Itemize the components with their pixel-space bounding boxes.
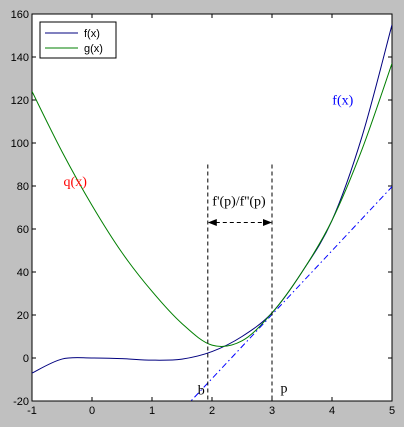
y-tick-label: 100: [11, 138, 29, 150]
x-tick-label: 5: [389, 405, 395, 417]
x-tick-label: 0: [89, 405, 95, 417]
y-tick-label: -20: [13, 396, 29, 408]
series-line-gx: [32, 63, 392, 347]
y-tick-label: 120: [11, 95, 29, 107]
y-tick-label: 140: [11, 52, 29, 64]
y-tick-label: 20: [17, 310, 29, 322]
annotation-label: f(x): [332, 93, 353, 108]
legend-box: [39, 21, 117, 59]
x-tick-label: 1: [149, 405, 155, 417]
arrow-head-left: [207, 219, 217, 227]
legend-label: g(x): [84, 43, 103, 55]
y-tick-label: 160: [11, 9, 29, 21]
x-tick-label: 3: [269, 405, 275, 417]
arrow-head-right: [263, 219, 272, 227]
y-tick-label: 0: [23, 353, 29, 365]
plot-area: [31, 13, 393, 402]
x-tick-label: 4: [329, 405, 335, 417]
legend: f(x) g(x): [39, 21, 117, 59]
x-tick-label: -1: [27, 405, 37, 417]
annotation-label: b: [198, 384, 205, 399]
series-line-fx: [32, 24, 392, 374]
y-tick-label: 80: [17, 181, 29, 193]
annotation-label: f'(p)/f''(p): [212, 194, 266, 209]
x-tick-label: 2: [209, 405, 215, 417]
y-tick-label: 40: [17, 267, 29, 279]
annotation-label: p: [281, 381, 288, 396]
tangent-line: [190, 186, 392, 401]
annotation-label: q(x): [64, 175, 88, 190]
legend-label: f(x): [84, 28, 100, 40]
y-tick-label: 60: [17, 224, 29, 236]
